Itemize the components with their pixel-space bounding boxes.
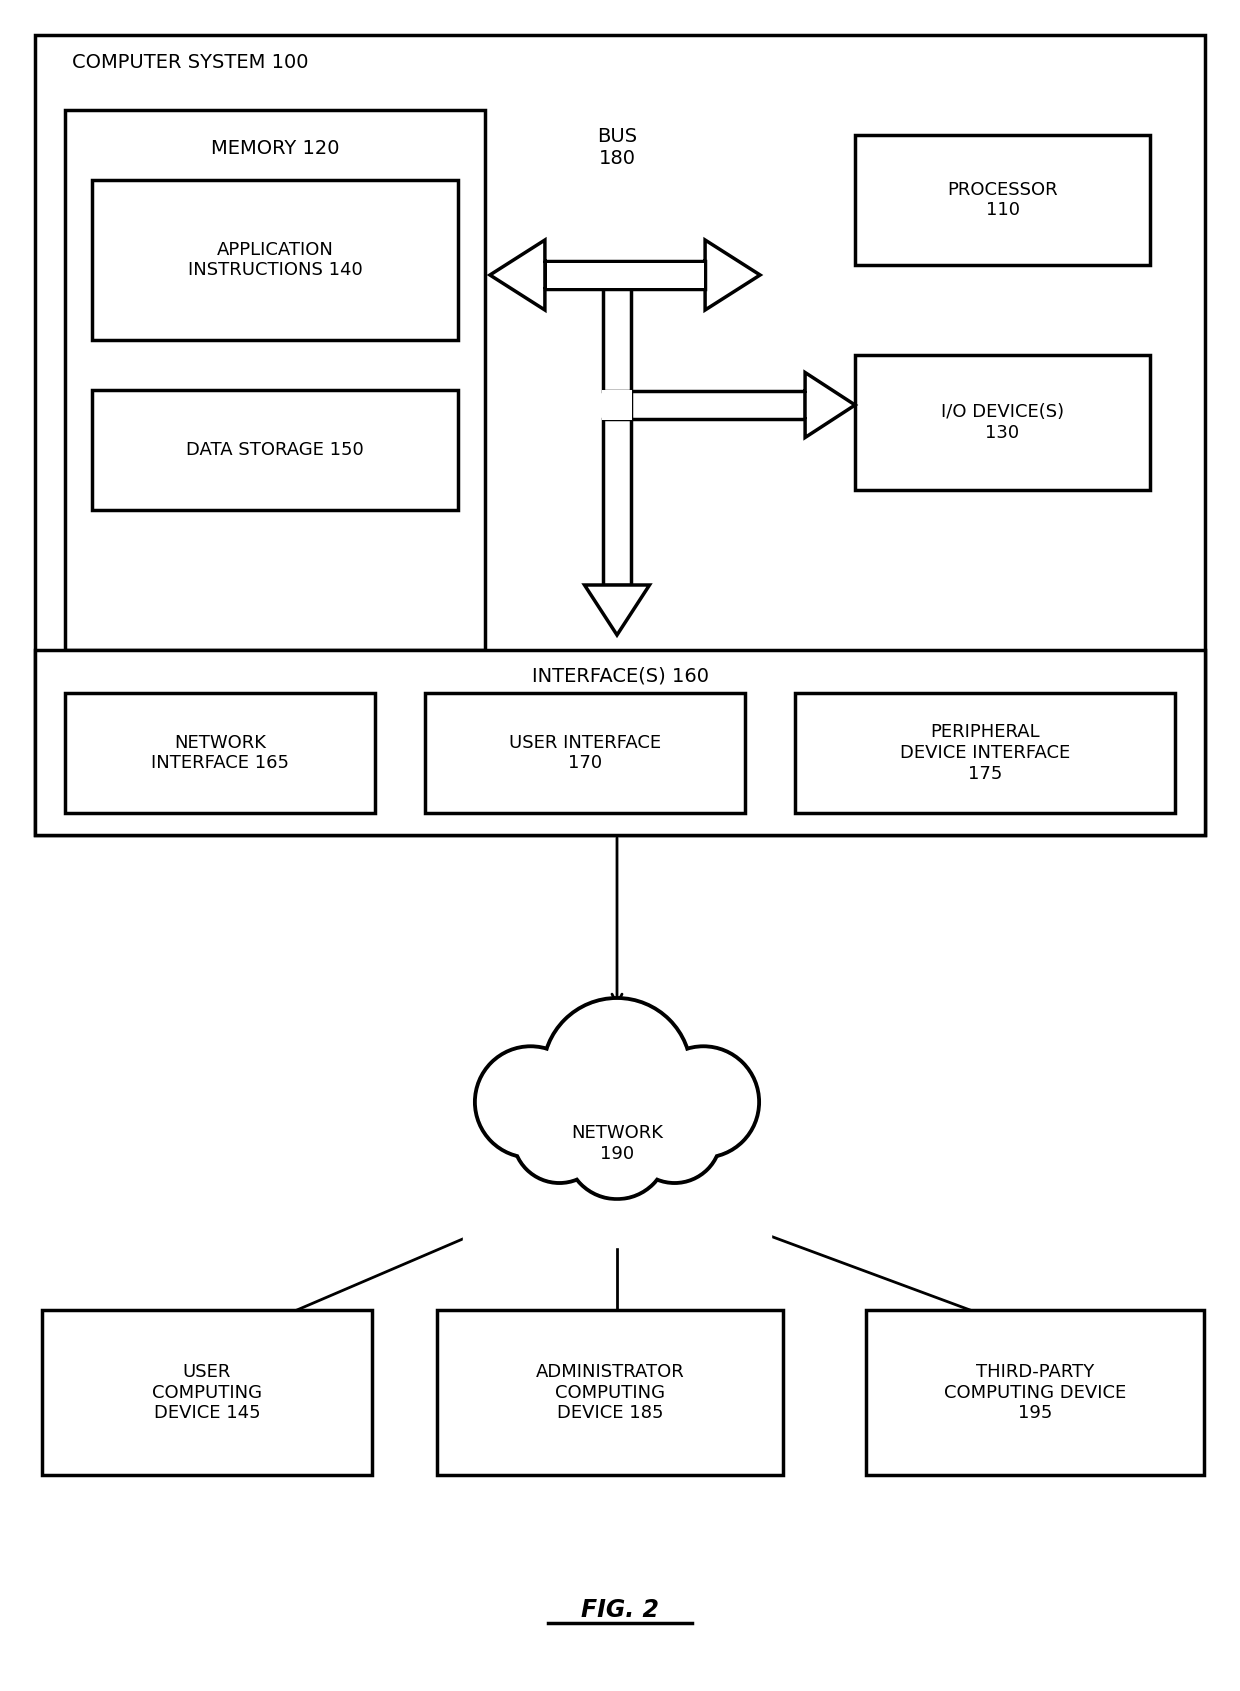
Bar: [856, 135, 1149, 265]
Circle shape: [513, 1091, 605, 1182]
Bar: [42, 1311, 372, 1475]
Text: FIG. 2: FIG. 2: [582, 1598, 658, 1622]
Text: PROCESSOR
110: PROCESSOR 110: [947, 181, 1058, 220]
Polygon shape: [584, 585, 650, 636]
Bar: [92, 179, 458, 340]
Text: USER
COMPUTING
DEVICE 145: USER COMPUTING DEVICE 145: [153, 1363, 262, 1422]
Bar: [64, 693, 374, 813]
Circle shape: [477, 1048, 584, 1155]
Text: INTERFACE(S) 160: INTERFACE(S) 160: [532, 666, 708, 685]
Circle shape: [567, 1097, 667, 1199]
Bar: [631, 391, 805, 419]
Text: BUS
180: BUS 180: [596, 127, 637, 169]
Bar: [856, 355, 1149, 490]
Bar: [601, 391, 632, 419]
Text: MEMORY 120: MEMORY 120: [211, 139, 340, 157]
Circle shape: [516, 1092, 604, 1180]
Bar: [35, 36, 1205, 835]
Circle shape: [546, 1001, 688, 1143]
Text: NETWORK
INTERFACE 165: NETWORK INTERFACE 165: [151, 734, 289, 773]
Text: COMPUTER SYSTEM 100: COMPUTER SYSTEM 100: [72, 52, 309, 71]
Circle shape: [568, 1099, 666, 1197]
Bar: [35, 649, 1205, 835]
Bar: [546, 260, 706, 289]
Bar: [92, 391, 458, 511]
Bar: [603, 289, 631, 391]
Polygon shape: [490, 240, 546, 309]
Text: PERIPHERAL
DEVICE INTERFACE
175: PERIPHERAL DEVICE INTERFACE 175: [900, 724, 1070, 783]
Text: APPLICATION
INSTRUCTIONS 140: APPLICATION INSTRUCTIONS 140: [187, 240, 362, 279]
Bar: [795, 693, 1176, 813]
Text: USER INTERFACE
170: USER INTERFACE 170: [508, 734, 661, 773]
Circle shape: [650, 1048, 756, 1155]
Circle shape: [543, 998, 691, 1146]
Text: I/O DEVICE(S)
130: I/O DEVICE(S) 130: [941, 402, 1064, 441]
Text: ADMINISTRATOR
COMPUTING
DEVICE 185: ADMINISTRATOR COMPUTING DEVICE 185: [536, 1363, 684, 1422]
Polygon shape: [706, 240, 760, 309]
Bar: [436, 1311, 782, 1475]
Text: DATA STORAGE 150: DATA STORAGE 150: [186, 441, 363, 458]
Bar: [425, 693, 745, 813]
Bar: [603, 419, 631, 585]
Bar: [64, 110, 485, 649]
Circle shape: [649, 1047, 759, 1157]
Circle shape: [629, 1091, 720, 1182]
Text: THIRD-PARTY
COMPUTING DEVICE
195: THIRD-PARTY COMPUTING DEVICE 195: [944, 1363, 1126, 1422]
Text: NETWORK
190: NETWORK 190: [570, 1125, 663, 1163]
Circle shape: [631, 1092, 718, 1180]
Bar: [866, 1311, 1204, 1475]
Polygon shape: [805, 372, 856, 438]
Circle shape: [475, 1047, 585, 1157]
Bar: [547, 262, 703, 287]
